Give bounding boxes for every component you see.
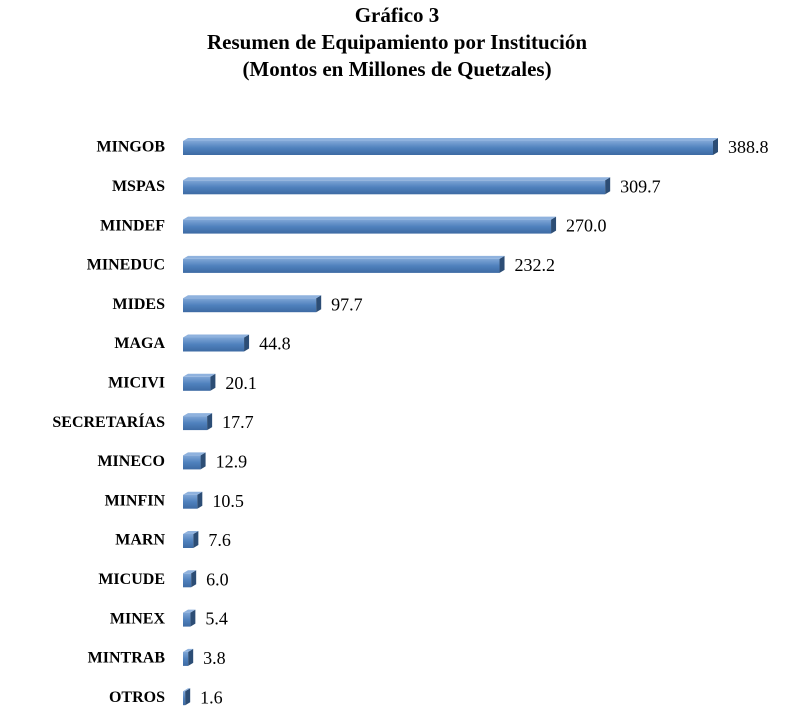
bar-end — [197, 491, 203, 509]
bar-end — [193, 531, 199, 548]
bar-end — [190, 609, 196, 627]
value-label: 3.8 — [203, 648, 226, 668]
value-label: 44.8 — [259, 334, 291, 354]
value-label: 309.7 — [620, 176, 661, 196]
bar-face — [183, 534, 194, 548]
bar-face — [183, 691, 186, 706]
bar-top — [183, 373, 216, 377]
value-label: 6.0 — [206, 569, 229, 589]
bar — [183, 570, 197, 588]
bar — [183, 295, 322, 313]
bar-face — [183, 494, 198, 509]
category-label: MICUDE — [98, 571, 165, 588]
bar — [183, 216, 557, 234]
bar — [183, 138, 718, 155]
bar-top — [183, 177, 611, 181]
bar-face — [183, 219, 552, 234]
bar — [183, 531, 199, 548]
bar-end — [605, 177, 611, 195]
bar-end — [185, 688, 191, 706]
category-label: MINGOB — [97, 139, 166, 156]
chart-title: (Montos en Millones de Quetzales) — [242, 57, 551, 81]
category-label: MINECO — [97, 453, 165, 470]
bar-top — [183, 491, 203, 495]
bar-face — [183, 455, 201, 470]
bar-end — [210, 373, 216, 391]
bar-face — [183, 337, 245, 352]
value-label: 10.5 — [212, 491, 244, 511]
category-label: MINDEF — [100, 217, 165, 234]
bar-top — [183, 138, 718, 141]
category-label: MARN — [115, 532, 165, 549]
bar — [183, 177, 611, 195]
bar-top — [183, 255, 505, 259]
category-label: MINTRAB — [88, 650, 166, 667]
value-label: 5.4 — [205, 609, 228, 629]
bar-face — [183, 376, 211, 391]
bar — [183, 609, 196, 627]
bar-end — [191, 570, 197, 588]
value-label: 270.0 — [566, 216, 607, 236]
category-label: OTROS — [109, 689, 165, 706]
bar — [183, 334, 250, 352]
bar-top — [183, 609, 196, 613]
bar-face — [183, 258, 500, 273]
bar — [183, 452, 206, 470]
category-label: MINEDUC — [87, 257, 165, 274]
chart-title: Resumen de Equipamiento por Institución — [207, 30, 587, 54]
bar-end — [188, 648, 194, 666]
bar-top — [183, 295, 322, 299]
bar-top — [183, 688, 191, 692]
category-label: MSPAS — [112, 178, 165, 195]
bar-end — [713, 138, 718, 155]
bar-face — [183, 651, 189, 666]
bar-end — [316, 295, 322, 313]
bar — [183, 491, 203, 509]
value-label: 17.7 — [222, 412, 254, 432]
value-label: 1.6 — [200, 687, 223, 707]
bar-top — [183, 334, 250, 338]
bar-top — [183, 531, 199, 534]
bar — [183, 648, 194, 666]
value-label: 12.9 — [216, 452, 248, 472]
category-label: MINEX — [110, 610, 166, 627]
category-label: MIDES — [113, 296, 166, 313]
category-label: MICIVI — [108, 374, 165, 391]
value-label: 232.2 — [515, 255, 556, 275]
bar-face — [183, 141, 713, 155]
bar-face — [183, 573, 192, 588]
category-label: SECRETARÍAS — [52, 412, 165, 431]
bar-end — [200, 452, 206, 470]
bar-end — [207, 413, 213, 431]
bar — [183, 413, 213, 431]
value-label: 388.8 — [728, 137, 769, 157]
value-label: 20.1 — [225, 373, 257, 393]
chart-title: Gráfico 3 — [355, 3, 440, 27]
bar-top — [183, 648, 194, 652]
bar-face — [183, 298, 317, 313]
bar-end — [244, 334, 250, 352]
bar-face — [183, 180, 606, 195]
bar-top — [183, 570, 197, 574]
bar — [183, 373, 216, 391]
bar-top — [183, 413, 213, 417]
bar-end — [551, 216, 557, 234]
value-label: 7.6 — [208, 530, 231, 550]
bar — [183, 255, 505, 273]
bar-top — [183, 216, 557, 220]
bar-top — [183, 452, 206, 456]
value-label: 97.7 — [331, 294, 363, 314]
bar-face — [183, 416, 208, 431]
category-label: MINFIN — [105, 492, 166, 509]
bar-face — [183, 612, 191, 627]
bar-end — [499, 255, 505, 273]
category-label: MAGA — [114, 335, 165, 352]
bar — [183, 688, 191, 706]
